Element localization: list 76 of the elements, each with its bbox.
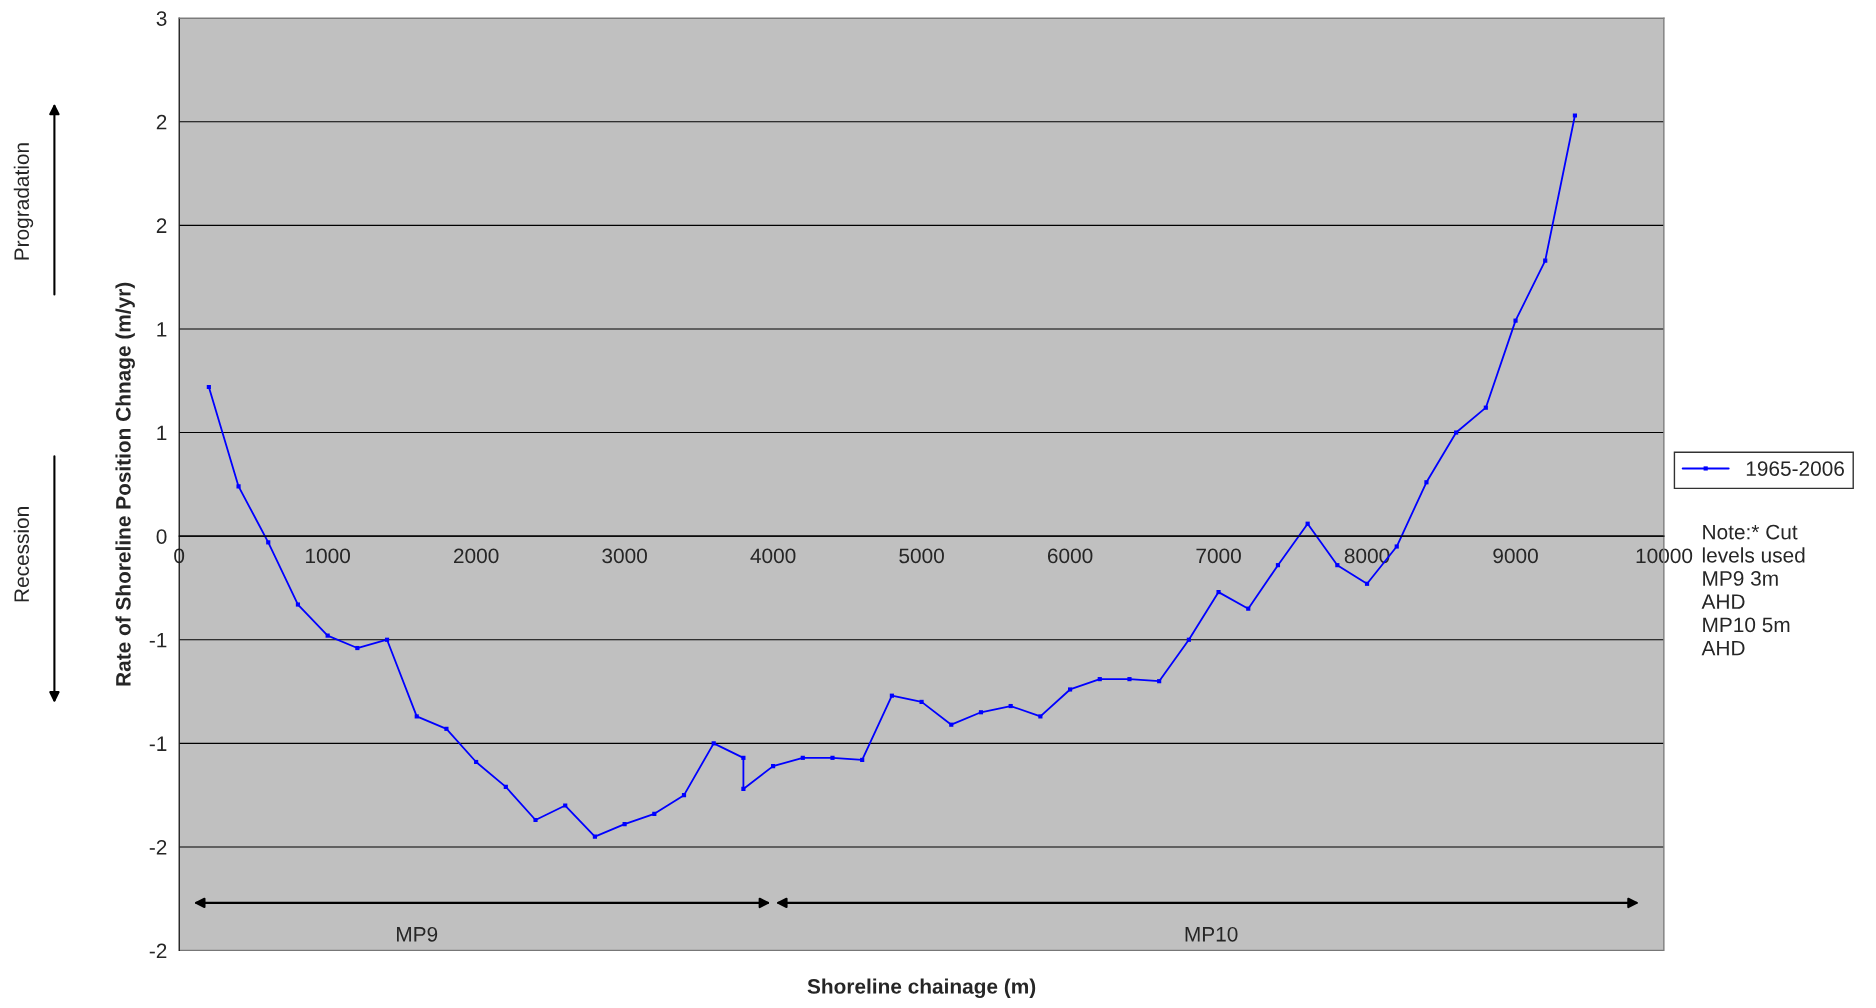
point xyxy=(1483,405,1488,410)
point xyxy=(1513,318,1518,323)
x-tick-label: 3000 xyxy=(602,548,647,564)
point xyxy=(741,786,746,792)
x-tick-label: 9000 xyxy=(1493,548,1538,564)
point xyxy=(474,759,479,765)
x-tick-label: 4000 xyxy=(750,548,796,564)
point xyxy=(384,637,390,642)
point xyxy=(592,834,597,839)
point xyxy=(563,803,568,808)
point xyxy=(652,811,657,816)
x-axis-title: Shoreline chainage (m) xyxy=(807,978,1036,999)
x-tick-label: 1000 xyxy=(306,548,350,564)
x-tick-label: 7000 xyxy=(1196,548,1241,564)
point xyxy=(1097,677,1102,682)
point xyxy=(533,817,538,823)
point xyxy=(236,484,241,489)
point xyxy=(889,693,894,698)
point xyxy=(206,384,211,390)
text: Recession xyxy=(13,507,30,602)
x-tick-label: 10000 xyxy=(1636,548,1693,564)
point xyxy=(325,633,330,638)
point xyxy=(1572,113,1577,118)
point xyxy=(266,540,271,545)
y-tick-label: -2 xyxy=(149,943,167,959)
y-tick-label: -1 xyxy=(149,632,167,648)
point xyxy=(1543,258,1548,263)
point xyxy=(800,755,805,760)
point xyxy=(978,710,984,715)
annotation: MP9 xyxy=(397,926,438,942)
point xyxy=(1186,637,1191,642)
point xyxy=(949,722,954,727)
point xyxy=(1216,590,1221,595)
point xyxy=(622,822,627,827)
x-tick-label: 8000 xyxy=(1344,548,1390,564)
point xyxy=(1008,703,1013,709)
legend-label: 1965-2006 xyxy=(1746,461,1844,476)
point xyxy=(1364,581,1370,586)
text: Progradation xyxy=(13,143,34,260)
point xyxy=(771,764,776,769)
y-tick-label: -1 xyxy=(149,736,167,751)
point xyxy=(741,755,746,760)
point xyxy=(1038,714,1043,719)
point xyxy=(355,645,360,651)
point xyxy=(830,755,835,760)
y-tick-label: 1 xyxy=(157,425,167,441)
point xyxy=(1157,679,1162,684)
y-tick-label: 3 xyxy=(156,11,167,26)
y-tick-label: 1 xyxy=(157,322,167,337)
point xyxy=(1246,606,1251,611)
annotation: MP10 xyxy=(1185,926,1238,942)
point xyxy=(1275,563,1281,568)
y-tick-label: 2 xyxy=(156,114,167,130)
point xyxy=(1067,687,1073,692)
point xyxy=(860,757,865,762)
y-tick-label: -2 xyxy=(149,839,167,855)
x-tick-label: 2000 xyxy=(454,548,499,564)
y-tick-label: 0 xyxy=(156,529,167,544)
y-tick-label: 2 xyxy=(156,218,167,233)
point xyxy=(1424,480,1429,485)
text: Note:* Cut levels used MP9 3m AHD MP10 5m AHD xyxy=(1701,524,1805,656)
point xyxy=(1335,563,1340,568)
point xyxy=(1305,521,1310,526)
point xyxy=(503,784,508,789)
point xyxy=(295,602,301,607)
point xyxy=(919,699,924,704)
point xyxy=(1394,544,1399,549)
point xyxy=(1127,677,1132,682)
x-tick-label: 5000 xyxy=(899,548,944,564)
y-axis-title: Rate of Shoreline Position Chnage (m/yr) xyxy=(115,282,135,686)
point xyxy=(444,726,449,731)
point xyxy=(414,714,419,719)
point xyxy=(711,741,716,746)
point xyxy=(1454,430,1459,435)
point xyxy=(681,793,687,798)
x-tick-label: 6000 xyxy=(1047,548,1093,564)
